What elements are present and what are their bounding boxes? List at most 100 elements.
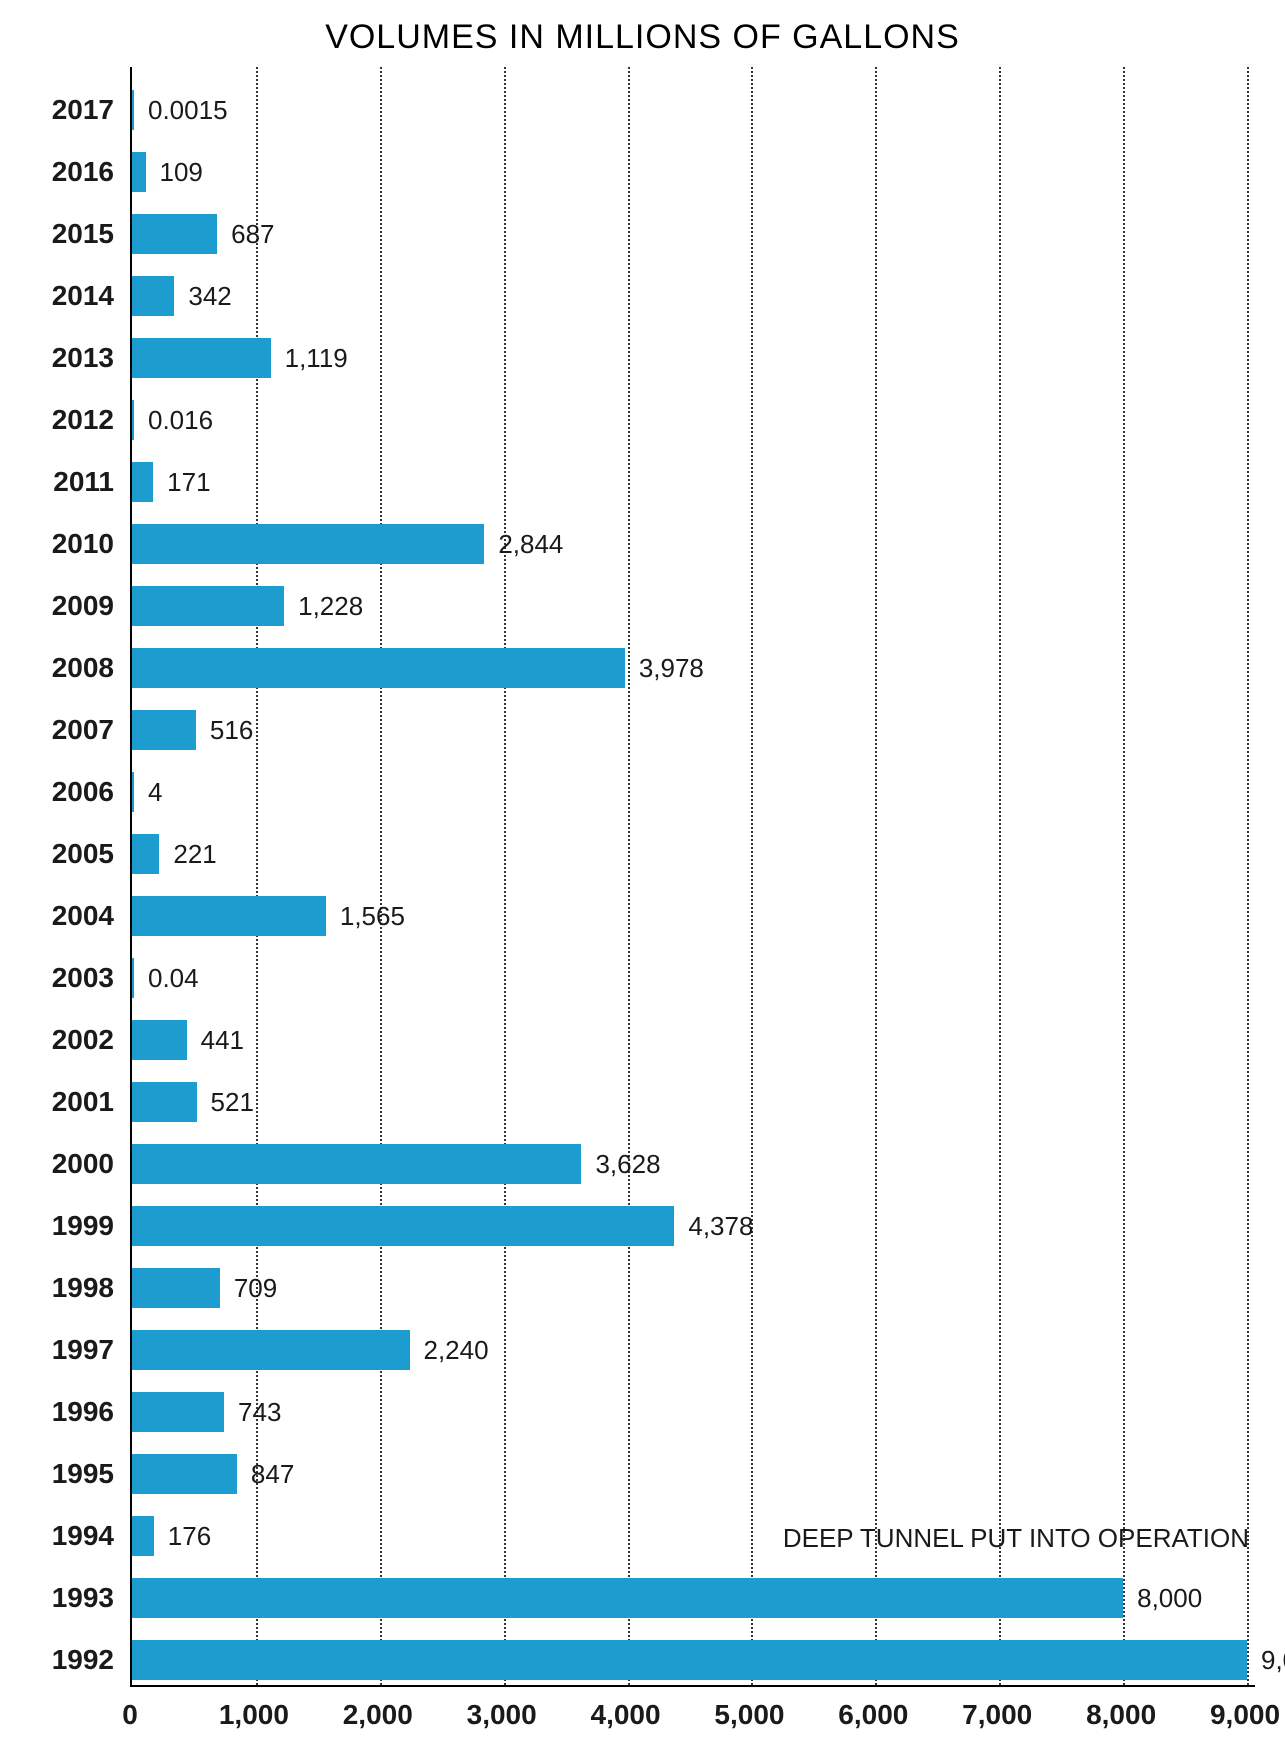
y-axis-year: 1997	[30, 1336, 114, 1364]
x-axis-tick-label: 6,000	[838, 1699, 908, 1731]
bar	[132, 1454, 237, 1494]
bar-value-label: 171	[167, 469, 210, 495]
bar	[132, 958, 134, 998]
gridline	[628, 67, 630, 1685]
gridline	[504, 67, 506, 1685]
y-axis-year: 2012	[30, 406, 114, 434]
plot-area: 0.0015 109 687 342 1,119 0.016 171 2,844 1,228 3,…	[130, 67, 1255, 1687]
bar	[132, 1578, 1123, 1618]
gridline	[1247, 67, 1249, 1685]
bar-value-label: 109	[160, 159, 203, 185]
x-axis-tick-label: 8,000	[1086, 1699, 1156, 1731]
bar	[132, 276, 174, 316]
bar	[132, 648, 625, 688]
y-axis-year: 1996	[30, 1398, 114, 1426]
bar	[132, 524, 484, 564]
bar	[132, 400, 134, 440]
bar	[132, 896, 326, 936]
x-axis-tick-label: 7,000	[962, 1699, 1032, 1731]
y-axis-year: 2006	[30, 778, 114, 806]
bar-value-label: 521	[211, 1089, 254, 1115]
bar	[132, 90, 134, 130]
y-axis-year: 2011	[30, 468, 114, 496]
x-axis-tick-label: 0	[122, 1699, 138, 1731]
bar	[132, 462, 153, 502]
bar	[132, 214, 217, 254]
chart-title: VOLUMES IN MILLIONS OF GALLONS	[0, 0, 1285, 67]
bar-value-label: 9,000	[1261, 1647, 1285, 1673]
y-axis-year: 2010	[30, 530, 114, 558]
y-axis-year: 1994	[30, 1522, 114, 1550]
bar	[132, 1144, 581, 1184]
bar-value-label: 709	[234, 1275, 277, 1301]
bar-value-label: 2,240	[424, 1337, 489, 1363]
bar-value-label: 0.0015	[148, 97, 228, 123]
x-axis-labels: 01,0002,0003,0004,0005,0006,0007,0008,00…	[130, 1687, 1255, 1747]
bar	[132, 710, 196, 750]
bar	[132, 1516, 154, 1556]
gridline	[256, 67, 258, 1685]
gridline	[875, 67, 877, 1685]
gridline	[751, 67, 753, 1685]
bar	[132, 338, 271, 378]
x-axis-tick-label: 3,000	[467, 1699, 537, 1731]
y-axis-year: 2013	[30, 344, 114, 372]
bar-value-label: 176	[168, 1523, 211, 1549]
bar-value-label: 221	[173, 841, 216, 867]
bar-value-label: 0.04	[148, 965, 199, 991]
bar-value-label: 3,628	[595, 1151, 660, 1177]
bar	[132, 1020, 187, 1060]
bar	[132, 834, 159, 874]
y-axis-year: 1998	[30, 1274, 114, 1302]
x-axis-tick-label: 9,000	[1210, 1699, 1280, 1731]
y-axis-year: 1992	[30, 1646, 114, 1674]
y-axis-year: 1999	[30, 1212, 114, 1240]
bar	[132, 152, 146, 192]
y-axis-year: 2003	[30, 964, 114, 992]
bar-value-label: 1,228	[298, 593, 363, 619]
bar-value-label: 687	[231, 221, 274, 247]
bar-value-label: 3,978	[639, 655, 704, 681]
x-axis-tick-label: 2,000	[343, 1699, 413, 1731]
bar-value-label: 847	[251, 1461, 294, 1487]
bar-value-label: 1,119	[285, 345, 348, 371]
bar	[132, 772, 134, 812]
bar-value-label: 743	[238, 1399, 281, 1425]
bar-value-label: 4	[148, 779, 162, 805]
bar	[132, 1268, 220, 1308]
x-axis-tick-label: 5,000	[714, 1699, 784, 1731]
y-axis-year: 2016	[30, 158, 114, 186]
y-axis-year: 2014	[30, 282, 114, 310]
gridline	[380, 67, 382, 1685]
y-axis-year: 2001	[30, 1088, 114, 1116]
bar-value-label: 441	[201, 1027, 244, 1053]
y-axis-year: 2002	[30, 1026, 114, 1054]
y-axis-year: 2015	[30, 220, 114, 248]
y-axis-year: 2005	[30, 840, 114, 868]
y-axis-year: 1993	[30, 1584, 114, 1612]
bar	[132, 1330, 410, 1370]
bar	[132, 1640, 1247, 1680]
y-axis-year: 2009	[30, 592, 114, 620]
bar-value-label: 4,378	[688, 1213, 753, 1239]
y-axis-year: 2007	[30, 716, 114, 744]
bar	[132, 586, 284, 626]
x-axis-tick-label: 1,000	[219, 1699, 289, 1731]
bar-value-label: 516	[210, 717, 253, 743]
y-axis-year: 1995	[30, 1460, 114, 1488]
bar-value-label: 8,000	[1137, 1585, 1202, 1611]
bar	[132, 1082, 197, 1122]
gridline	[1123, 67, 1125, 1685]
gridline	[999, 67, 1001, 1685]
bar-value-label: 342	[188, 283, 231, 309]
bar	[132, 1392, 224, 1432]
x-axis-tick-label: 4,000	[591, 1699, 661, 1731]
y-axis-year: 2004	[30, 902, 114, 930]
y-axis-year: 2017	[30, 96, 114, 124]
bar	[132, 1206, 674, 1246]
annotation-text: DEEP TUNNEL PUT INTO OPERATION	[783, 1523, 1249, 1554]
y-axis-year: 2008	[30, 654, 114, 682]
y-axis-year: 2000	[30, 1150, 114, 1178]
bar-value-label: 2,844	[498, 531, 563, 557]
bar-value-label: 0.016	[148, 407, 213, 433]
